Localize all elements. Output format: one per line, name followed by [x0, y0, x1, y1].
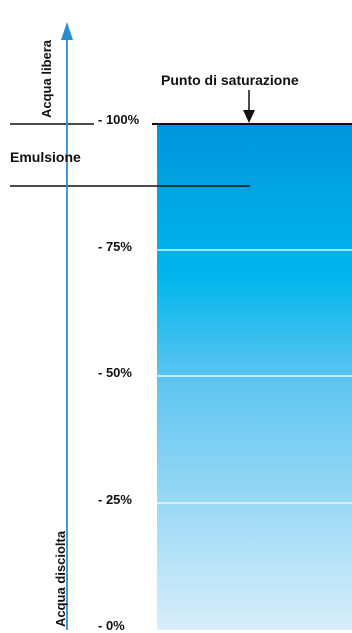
scale-label-100: - 100%: [98, 112, 140, 127]
scale-label-50: - 50%: [98, 365, 132, 380]
water-column: [157, 124, 352, 630]
scale-label-25: - 25%: [98, 492, 132, 507]
emulsion-label: Emulsione: [10, 149, 81, 165]
scale-label-0: - 0%: [98, 618, 125, 633]
axis-arrow-up-icon: [61, 22, 73, 40]
saturation-point-label: Punto di saturazione: [161, 72, 299, 88]
dissolved-water-label: Acqua disciolta: [53, 530, 68, 627]
scale-label-75: - 75%: [98, 239, 132, 254]
saturation-arrow-icon: [243, 110, 255, 123]
free-water-label: Acqua libera: [39, 39, 54, 118]
